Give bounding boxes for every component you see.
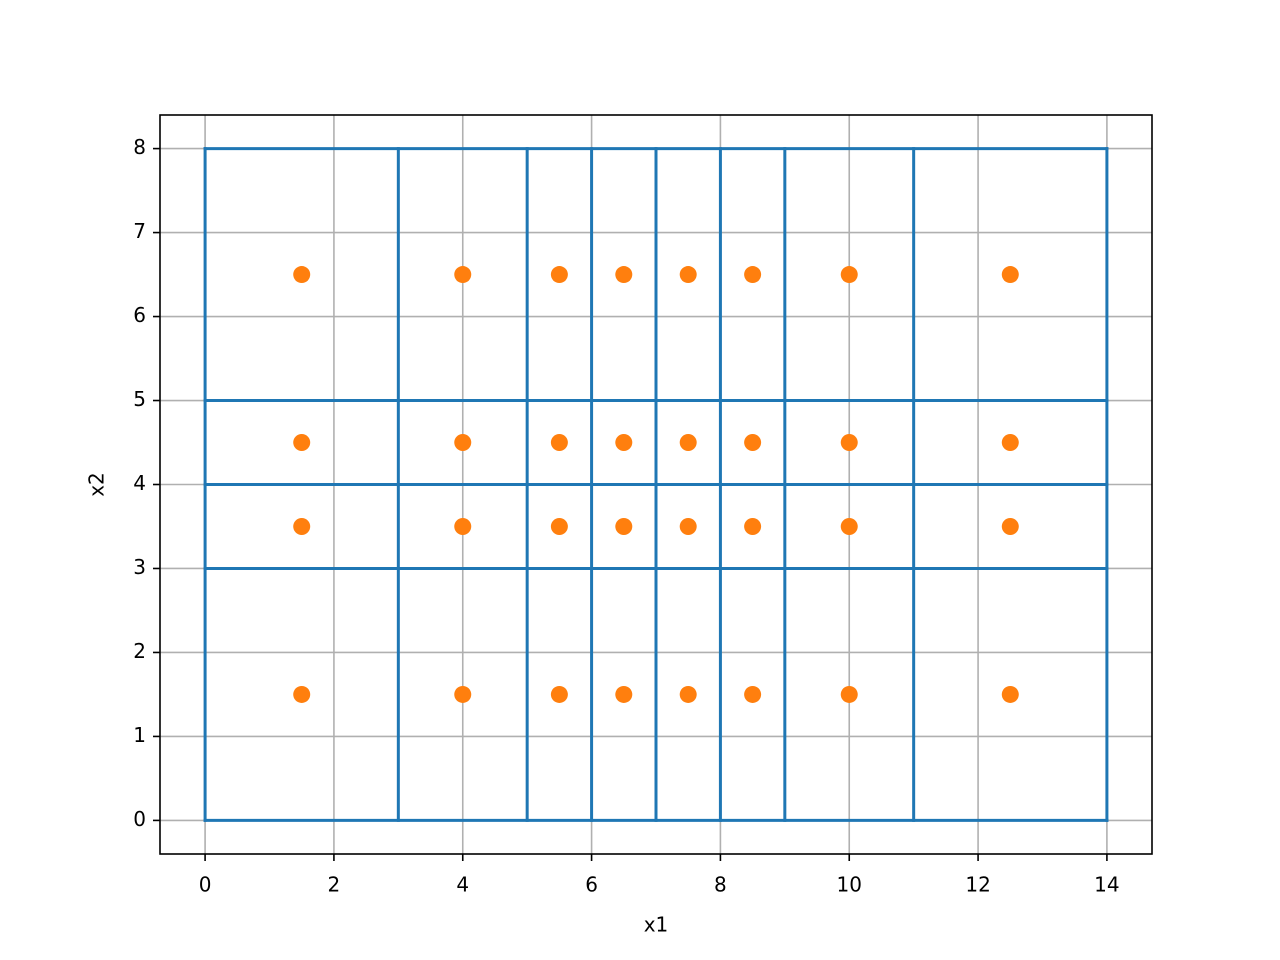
point (679, 685, 697, 703)
point (615, 685, 633, 703)
point (1001, 266, 1019, 284)
point (744, 685, 762, 703)
y-tick-label: 2 (133, 639, 146, 663)
x-tick-label: 4 (456, 873, 469, 897)
y-tick-label: 7 (133, 219, 146, 243)
y-tick-label: 1 (133, 723, 146, 747)
point (744, 266, 762, 284)
y-tick-label: 4 (133, 471, 146, 495)
y-tick-label: 0 (133, 807, 146, 831)
x-axis-label: x1 (644, 913, 669, 937)
x-tick-label: 12 (965, 873, 990, 897)
x-tick-label: 6 (585, 873, 598, 897)
point (840, 517, 858, 535)
x-tick-label: 8 (714, 873, 727, 897)
point (840, 685, 858, 703)
x-tick-label: 2 (328, 873, 341, 897)
point (550, 685, 568, 703)
point (615, 266, 633, 284)
point (550, 434, 568, 452)
point (840, 434, 858, 452)
y-tick-label: 6 (133, 303, 146, 327)
point (1001, 434, 1019, 452)
point (615, 517, 633, 535)
point (1001, 685, 1019, 703)
point (454, 685, 472, 703)
point (293, 434, 311, 452)
point (550, 266, 568, 284)
y-tick-label: 5 (133, 387, 146, 411)
point (454, 517, 472, 535)
x-tick-label: 10 (837, 873, 862, 897)
y-tick-label: 8 (133, 135, 146, 159)
y-axis-label: x2 (85, 472, 109, 497)
point (454, 434, 472, 452)
point (293, 517, 311, 535)
point (679, 266, 697, 284)
point (293, 266, 311, 284)
point (454, 266, 472, 284)
point (744, 434, 762, 452)
point (744, 517, 762, 535)
x-tick-label: 14 (1094, 873, 1119, 897)
point (1001, 517, 1019, 535)
point (679, 434, 697, 452)
point (840, 266, 858, 284)
y-tick-label: 3 (133, 555, 146, 579)
point (550, 517, 568, 535)
point (615, 434, 633, 452)
x-tick-label: 0 (199, 873, 212, 897)
point (293, 685, 311, 703)
point (679, 517, 697, 535)
plot-frame (159, 114, 1153, 855)
